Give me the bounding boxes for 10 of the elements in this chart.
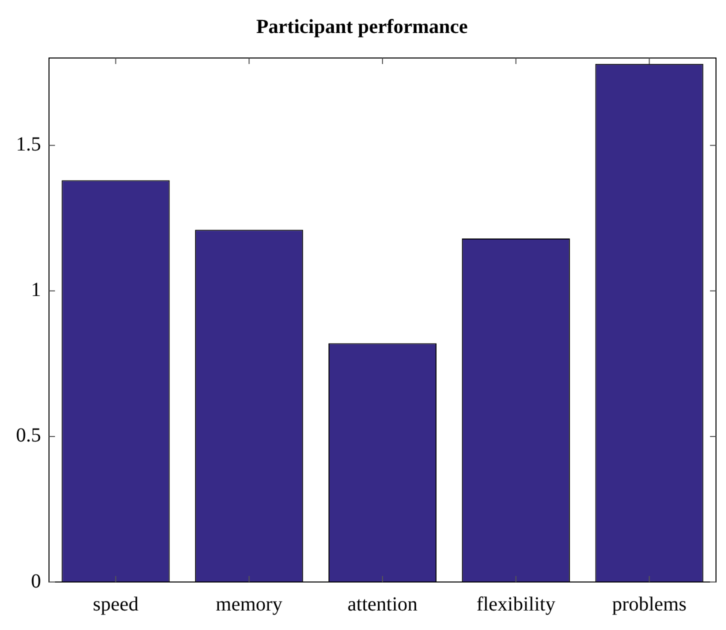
chart-title: Participant performance xyxy=(256,16,468,38)
x-tick-label: attention xyxy=(348,593,418,616)
y-tick-label: 1 xyxy=(31,279,41,302)
y-tick-label: 0.5 xyxy=(16,424,41,447)
x-tick-label: speed xyxy=(92,593,138,616)
y-tick-label: 0 xyxy=(31,570,41,592)
x-tick-label: memory xyxy=(216,593,282,616)
x-tick-label: flexibility xyxy=(476,593,556,616)
x-tick-label: problems xyxy=(612,593,687,616)
y-tick-label: 1.5 xyxy=(16,134,41,156)
